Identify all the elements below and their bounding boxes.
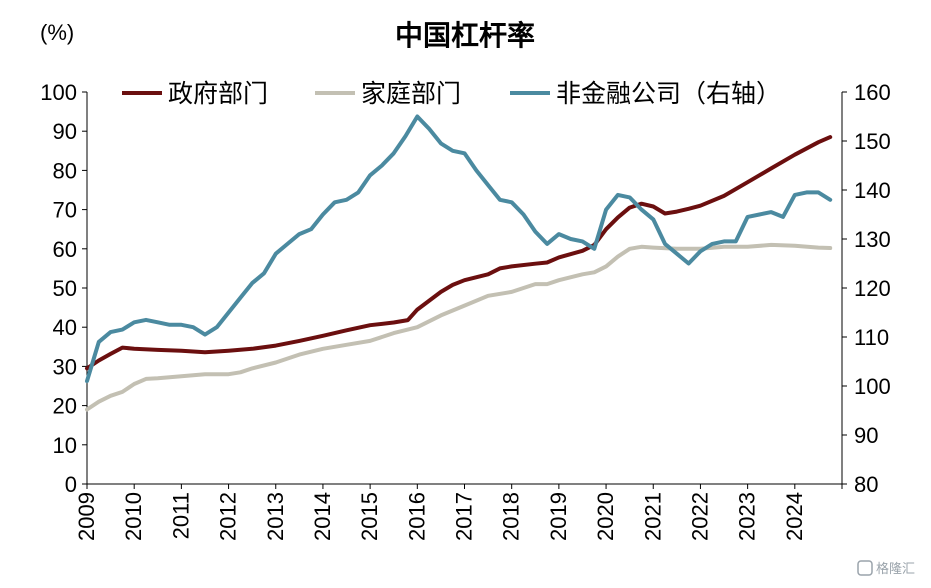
x-tick-label: 2016: [404, 492, 429, 541]
left-axis-unit: (%): [40, 20, 74, 45]
legend-label-3: 非金融公司（右轴）: [556, 79, 781, 108]
x-tick-label: 2014: [310, 492, 335, 541]
x-tick-label: 2022: [687, 492, 712, 541]
y-right-tick-label: 100: [854, 374, 891, 399]
y-left-tick-label: 50: [53, 276, 77, 301]
legend-label-1: 政府部门: [168, 79, 268, 108]
x-tick-label: 2019: [546, 492, 571, 541]
legend: 政府部门 家庭部门 非金融公司（右轴）: [122, 79, 781, 108]
y-right-tick-label: 140: [854, 178, 891, 203]
series-line-3: [85, 114, 833, 384]
y-right-tick-label: 160: [854, 80, 891, 105]
y-left-tick-label: 10: [53, 433, 77, 458]
y-right-tick-label: 110: [854, 325, 889, 350]
x-tick-label: 2012: [216, 492, 241, 541]
x-tick-label: 2023: [735, 492, 760, 541]
y-left-tick-label: 60: [53, 237, 77, 262]
series-line-1: [85, 135, 833, 371]
axes: 0 10 20 30 40 50 60 70 80 90 100 80 90 100 110 120 130 14…: [40, 80, 890, 541]
y-right-tick-label: 120: [854, 276, 891, 301]
y-left-tick-label: 20: [53, 394, 77, 419]
series-line-2: [85, 242, 833, 412]
y-right-tick-label: 80: [854, 472, 878, 497]
watermark-text: 格隆汇: [876, 561, 915, 577]
y-left-tick-label: 80: [53, 158, 77, 183]
x-tick-label: 2021: [640, 492, 665, 541]
y-right-tick-label: 90: [854, 423, 878, 448]
y-left-tick-label: 100: [40, 80, 77, 105]
x-tick-label: 2015: [357, 492, 382, 541]
x-tick-label: 2009: [74, 492, 99, 541]
y-left-tick-label: 30: [53, 354, 77, 379]
y-left-tick-label: 90: [53, 119, 77, 144]
x-tick-label: 2024: [782, 492, 807, 541]
watermark-logo-icon: [857, 560, 873, 576]
x-tick-label: 2020: [593, 492, 618, 541]
x-tick-label: 2017: [452, 492, 477, 541]
chart-title: 中国杠杆率: [395, 19, 535, 52]
y-left-tick-label: 0: [65, 472, 77, 497]
x-tick-label: 2018: [499, 492, 524, 541]
x-tick-label: 2011: [168, 492, 193, 539]
x-tick-label: 2013: [263, 492, 288, 541]
y-left-tick-label: 70: [53, 198, 77, 223]
watermark: 格隆汇: [857, 560, 915, 577]
y-right-tick-label: 150: [854, 129, 891, 154]
x-tick-label: 2010: [121, 492, 146, 541]
y-left-tick-label: 40: [53, 315, 77, 340]
series-layer: [85, 114, 833, 412]
legend-label-2: 家庭部门: [361, 79, 461, 108]
y-right-tick-label: 130: [854, 227, 891, 252]
